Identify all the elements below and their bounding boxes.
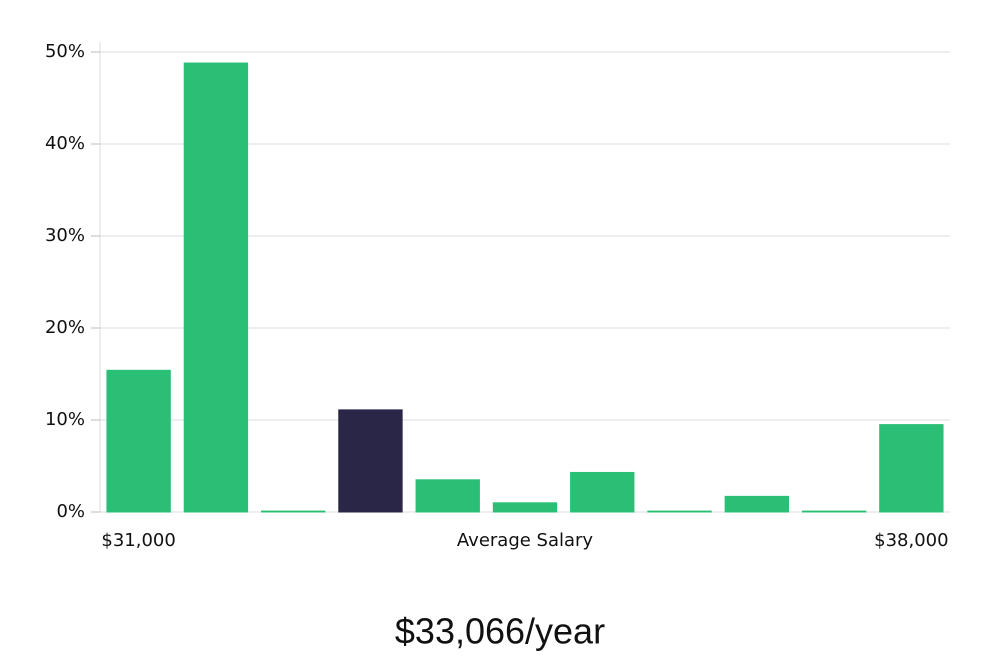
x-tick-label: $31,000	[101, 530, 175, 551]
y-tick-label: 50%	[45, 41, 85, 62]
bar	[801, 510, 867, 513]
bar	[338, 409, 403, 513]
y-tick-label: 40%	[45, 133, 85, 154]
y-tick-label: 0%	[56, 501, 85, 522]
x-tick-label: $38,000	[874, 530, 948, 551]
bar	[879, 424, 944, 513]
bar	[261, 510, 326, 513]
bar	[647, 510, 712, 513]
salary-annotation: $33,066/year	[395, 611, 605, 652]
bar	[570, 471, 635, 513]
bar	[106, 369, 171, 513]
bar	[492, 502, 558, 513]
y-tick-label: 20%	[45, 317, 85, 338]
x-axis-label: Average Salary	[457, 530, 594, 551]
bar	[183, 62, 249, 513]
y-tick-label: 30%	[45, 225, 85, 246]
bar	[415, 479, 480, 513]
bar	[724, 495, 789, 513]
y-tick-label: 10%	[45, 409, 85, 430]
